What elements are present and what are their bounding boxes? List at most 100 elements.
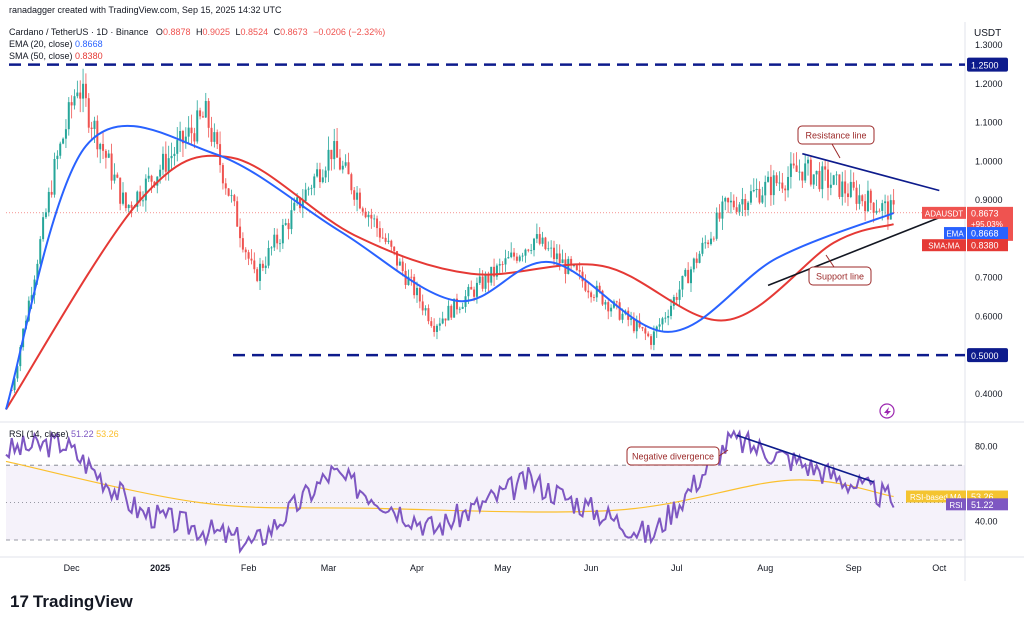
candle-body-29: [93, 120, 96, 129]
price-tick-label-6: 0.7000: [975, 273, 1003, 283]
time-tick-label-6: Jun: [584, 563, 599, 573]
candle-body-298: [861, 195, 864, 202]
candle-body-305: [881, 203, 884, 211]
candle-body-156: [455, 298, 458, 310]
ema-tag-value-bg: [967, 227, 1008, 240]
rsi-tick-label-0: 80.00: [975, 441, 998, 451]
candle-body-110: [324, 170, 327, 178]
candle-body-292: [844, 181, 847, 194]
ema-line: [5, 125, 894, 410]
candle-body-203: [590, 292, 593, 298]
candle-body-198: [575, 265, 578, 271]
sma-legend[interactable]: SMA (50, close) 0.8380: [9, 51, 103, 61]
price-tick-label-4: 0.9000: [975, 195, 1003, 205]
candle-body-67: [201, 116, 204, 118]
candle-body-187: [544, 237, 547, 250]
candle-body-96: [284, 223, 287, 225]
price-tick-label-3: 1.0000: [975, 156, 1003, 166]
candle-body-92: [273, 234, 276, 248]
candle-body-179: [521, 255, 524, 257]
ema-legend[interactable]: EMA (20, close) 0.8668: [9, 39, 103, 49]
candle-body-192: [558, 253, 561, 264]
time-tick-label-5: May: [494, 563, 512, 573]
candle-body-246: [712, 238, 715, 240]
candle-body-166: [484, 274, 487, 289]
candle-body-85: [253, 260, 256, 270]
candle-body-225: [652, 331, 655, 345]
candle-body-130: [381, 237, 384, 239]
price-tick-label-1: 1.2000: [975, 79, 1003, 89]
support-trendline: [767, 216, 940, 287]
candle-body-219: [635, 320, 638, 332]
candle-body-241: [698, 253, 701, 263]
symbol-legend: Cardano / TetherUS · 1D · Binance O0.887…: [9, 27, 385, 37]
candle-body-26: [84, 83, 87, 99]
candle-body-280: [809, 159, 812, 185]
sma-tag-label-bg: [922, 239, 966, 252]
candle-body-109: [321, 177, 324, 183]
candle-body-42: [130, 204, 133, 208]
candle-body-63: [190, 127, 193, 134]
candle-body-266: [769, 176, 772, 196]
candle-body-49: [150, 175, 153, 182]
candle-body-290: [838, 174, 841, 197]
lightning-icon: [884, 407, 891, 416]
candle-body-263: [761, 195, 764, 203]
candle-body-57: [173, 153, 176, 156]
candle-body-188: [547, 248, 550, 250]
current-price-value: 0.8673: [971, 208, 999, 218]
candle-body-165: [481, 276, 484, 289]
candle-body-64: [193, 133, 196, 142]
candle-body-218: [632, 318, 635, 332]
candle-body-189: [550, 247, 553, 249]
time-tick-label-4: Apr: [410, 563, 424, 573]
candle-body-83: [247, 252, 250, 259]
candle-body-106: [313, 176, 316, 188]
candle-body-10: [39, 239, 42, 264]
candle-body-236: [684, 269, 687, 276]
candle-body-80: [239, 226, 242, 239]
candle-body-287: [829, 184, 832, 188]
candle-body-208: [604, 302, 607, 305]
candle-body-186: [541, 237, 544, 244]
candle-body-261: [755, 188, 758, 191]
candle-body-213: [618, 302, 621, 320]
candle-body-88: [261, 263, 264, 268]
candle-body-158: [461, 306, 464, 309]
candle-body-174: [507, 257, 510, 259]
rsi-ma-line: [5, 460, 894, 513]
candle-body-19: [64, 129, 67, 139]
price-level-tag-text-0: 1.2500: [971, 61, 999, 71]
candle-body-144: [421, 301, 424, 311]
candle-body-155: [453, 298, 456, 318]
candle-body-151: [441, 318, 444, 324]
candle-body-136: [398, 261, 401, 266]
candle-body-101: [298, 197, 301, 209]
divergence-callout-pointer: [718, 449, 729, 457]
candle-body-97: [287, 223, 290, 230]
candle-body-281: [812, 174, 815, 185]
candle-body-184: [535, 234, 538, 239]
time-tick-label-1: 2025: [150, 563, 170, 573]
candle-body-265: [767, 176, 770, 182]
candle-body-114: [336, 141, 339, 158]
candle-body-128: [376, 218, 379, 229]
candle-body-120: [353, 190, 356, 200]
candle-body-25: [82, 83, 85, 99]
candle-body-66: [199, 110, 202, 117]
rsi-legend[interactable]: RSI (14, close) 51.22 53.26: [9, 429, 119, 439]
candle-body-240: [695, 258, 698, 263]
candle-body-13: [47, 191, 50, 213]
candle-body-121: [356, 192, 359, 200]
ema-tag-value: 0.8668: [971, 229, 999, 239]
candle-body-229: [664, 317, 667, 319]
candle-body-258: [747, 202, 750, 210]
candle-body-73: [219, 144, 222, 166]
candle-body-18: [62, 138, 65, 144]
candle-body-254: [735, 207, 738, 212]
candle-body-139: [407, 276, 410, 285]
candle-body-275: [795, 165, 798, 172]
candle-body-300: [866, 190, 869, 212]
time-tick-label-10: Oct: [932, 563, 947, 573]
